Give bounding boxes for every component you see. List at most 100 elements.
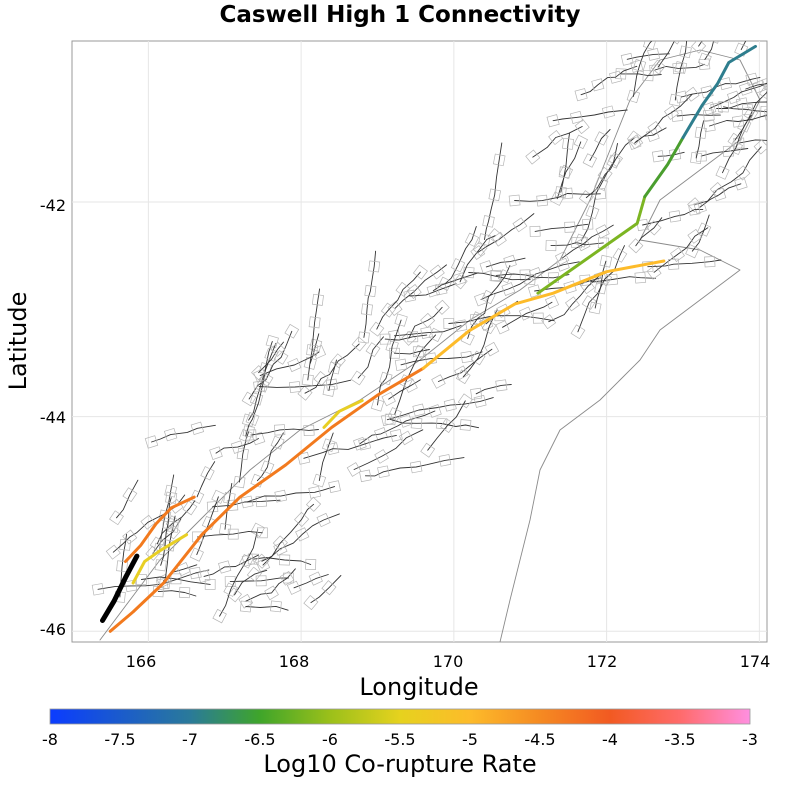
colorbar xyxy=(49,708,751,725)
fault-patch xyxy=(597,166,613,182)
fault-patch xyxy=(667,258,680,270)
fault-trace xyxy=(212,499,281,508)
fault-patch xyxy=(759,85,767,101)
fault-patch xyxy=(149,536,165,552)
fault-trace xyxy=(657,41,675,68)
fault-patch xyxy=(200,466,215,481)
fault-patch xyxy=(591,78,605,92)
fault-patch xyxy=(715,165,730,180)
fault-patch xyxy=(460,350,473,364)
fault-patch xyxy=(250,522,265,538)
fault-patch xyxy=(512,217,528,233)
fault-patch xyxy=(712,187,727,202)
fault-patch xyxy=(527,284,542,298)
fault-patch xyxy=(651,150,665,163)
fault-patch xyxy=(412,264,428,280)
fault-trace xyxy=(250,428,319,436)
fault-patch xyxy=(693,200,707,214)
fault-patch xyxy=(783,109,794,120)
fault-patch xyxy=(726,90,741,105)
fault-patch xyxy=(226,587,243,603)
fault-patch xyxy=(454,365,469,380)
y-axis-title: Latitude xyxy=(4,292,32,391)
fault-patch xyxy=(204,579,216,590)
fault-patch xyxy=(410,417,423,430)
fault-patch xyxy=(105,544,121,560)
fault-trace xyxy=(409,283,457,297)
fault-trace xyxy=(477,213,535,253)
rupture-alpine-central xyxy=(421,259,666,370)
fault-patch xyxy=(615,68,627,80)
fault-patch xyxy=(233,475,246,489)
fault-patch xyxy=(707,41,722,44)
fault-trace xyxy=(556,141,582,200)
fault-patch xyxy=(303,595,319,611)
fault-patch xyxy=(752,79,767,94)
fault-trace xyxy=(532,126,583,158)
fault-patch xyxy=(688,203,701,216)
fault-patch xyxy=(122,487,138,503)
fault-patch xyxy=(576,236,591,252)
fault-patch xyxy=(620,52,634,66)
y-tick-42: -42 xyxy=(40,196,66,215)
fault-patch xyxy=(387,300,403,316)
fault-patch xyxy=(632,58,647,73)
fault-patch xyxy=(599,254,613,268)
fault-trace xyxy=(740,41,747,51)
fault-patch xyxy=(606,273,619,286)
rupture-wairau xyxy=(643,136,685,199)
fault-patch xyxy=(488,188,502,202)
fault-patch xyxy=(731,0,745,9)
fault-patch xyxy=(255,575,267,587)
fault-patch xyxy=(239,600,252,613)
fault-patch xyxy=(746,16,759,29)
fault-trace xyxy=(738,139,767,144)
x-tick-170: 170 xyxy=(433,652,464,671)
fault-patch xyxy=(679,45,692,59)
fault-trace xyxy=(377,319,402,406)
fault-patch xyxy=(255,495,268,508)
fault-patch xyxy=(440,418,455,433)
fault-patch xyxy=(574,119,590,135)
fault-patch xyxy=(628,238,644,254)
fault-trace xyxy=(634,127,667,144)
fault-trace xyxy=(384,334,428,341)
fault-patch xyxy=(236,447,249,461)
fault-trace xyxy=(589,129,611,161)
fault-patch xyxy=(703,119,716,133)
x-tick-174: 174 xyxy=(740,652,771,671)
fault-patch xyxy=(642,69,654,82)
fault-patch xyxy=(321,580,337,596)
rupture-layer xyxy=(100,44,757,633)
fault-patch xyxy=(773,59,787,73)
fault-patch xyxy=(369,321,385,337)
fault-patch xyxy=(303,424,315,437)
fault-patch xyxy=(664,105,679,121)
fault-patch xyxy=(687,197,703,213)
fault-patch xyxy=(546,114,560,128)
fault-patch xyxy=(582,153,598,168)
fault-patch xyxy=(294,511,310,527)
fault-patch xyxy=(312,473,327,488)
fault-patch xyxy=(387,407,402,422)
fault-patch xyxy=(777,72,790,85)
fault-patch xyxy=(768,96,780,108)
fault-patch xyxy=(474,292,488,307)
fault-patch xyxy=(379,333,391,345)
fault-patch xyxy=(581,295,597,310)
fault-patch xyxy=(735,97,749,111)
fault-patch xyxy=(698,58,711,71)
fault-trace xyxy=(318,432,334,482)
fault-patch xyxy=(374,449,389,464)
fault-patch xyxy=(359,469,372,483)
fault-patch xyxy=(470,245,486,261)
fault-trace xyxy=(700,148,749,157)
fault-patch xyxy=(562,137,574,150)
fault-patch xyxy=(479,260,494,274)
fault-patch xyxy=(434,299,450,315)
fault-patch xyxy=(255,378,270,393)
colorbar-tick-label: -5 xyxy=(462,730,478,749)
fault-trace xyxy=(160,497,172,566)
fault-patch xyxy=(384,413,397,426)
fault-trace xyxy=(304,343,360,394)
